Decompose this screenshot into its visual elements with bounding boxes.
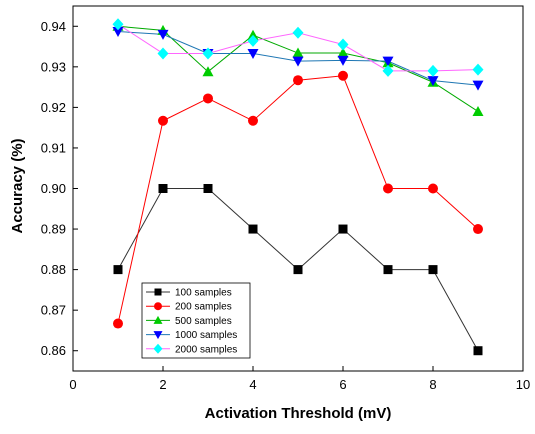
data-point — [113, 265, 123, 275]
data-point — [203, 93, 213, 104]
data-point — [428, 265, 438, 275]
data-point — [113, 318, 123, 329]
y-tick-label: 0.90 — [41, 181, 66, 196]
y-tick-label: 0.86 — [41, 343, 66, 358]
data-point — [383, 265, 393, 275]
data-point — [158, 184, 168, 193]
y-tick-label: 0.94 — [41, 19, 66, 34]
data-point — [157, 47, 169, 60]
series-markers — [112, 18, 484, 356]
legend-marker — [153, 343, 163, 354]
x-tick-label: 6 — [339, 377, 346, 392]
y-tick-label: 0.87 — [41, 303, 66, 318]
data-point — [472, 105, 484, 116]
x-tick-label: 0 — [69, 377, 76, 392]
data-point — [202, 47, 214, 60]
axis-ticks: 0 2 4 6 8 10 0.86 0.87 0.88 0.89 0.90 0.91 0.92 0.93 0… — [41, 19, 531, 392]
legend-label: 500 samples — [175, 316, 232, 327]
data-point — [112, 27, 124, 38]
data-point — [293, 265, 303, 275]
data-point — [292, 47, 304, 58]
y-tick-label: 0.93 — [41, 59, 66, 74]
legend-marker — [154, 288, 162, 296]
data-point — [248, 224, 258, 234]
data-point — [472, 80, 484, 91]
data-point — [293, 75, 303, 86]
x-tick-label: 10 — [516, 377, 530, 392]
legend: 100 samples 200 samples 500 samples 1000 sa… — [141, 282, 251, 359]
y-tick-label: 0.89 — [41, 222, 66, 237]
data-point — [382, 64, 394, 77]
y-axis-title: Accuracy (%) — [9, 138, 26, 233]
data-point — [338, 70, 348, 81]
series-line — [117, 25, 479, 112]
y-tick-label: 0.91 — [41, 140, 66, 155]
data-point — [337, 47, 349, 58]
data-point — [472, 63, 484, 76]
data-point — [382, 56, 394, 67]
data-point — [158, 115, 168, 126]
x-tick-label: 8 — [429, 377, 436, 392]
data-point — [157, 29, 169, 40]
y-tick-label: 0.92 — [41, 100, 66, 115]
x-tick-label: 2 — [159, 377, 166, 392]
data-point — [247, 34, 259, 47]
x-tick-label: 4 — [249, 377, 256, 392]
data-point — [112, 18, 124, 31]
data-point — [292, 56, 304, 67]
legend-marker — [153, 331, 163, 340]
y-tick-label: 0.88 — [41, 262, 66, 277]
legend-label: 1000 samples — [175, 330, 237, 341]
data-point — [337, 55, 349, 66]
data-point — [247, 48, 259, 59]
x-axis-title: Activation Threshold (mV) — [205, 405, 392, 422]
data-point — [427, 76, 439, 87]
legend-marker — [153, 315, 163, 324]
data-point — [473, 224, 483, 235]
data-point — [203, 184, 213, 193]
legend-label: 200 samples — [175, 302, 232, 313]
data-point — [247, 29, 259, 40]
legend-marker — [154, 302, 162, 311]
data-point — [383, 183, 393, 194]
data-point — [473, 346, 483, 356]
legend-label: 100 samples — [175, 288, 232, 299]
data-point — [337, 38, 349, 51]
data-point — [427, 64, 439, 77]
data-point — [202, 66, 214, 77]
data-point — [248, 115, 258, 126]
data-point — [292, 26, 304, 39]
data-point — [338, 224, 348, 234]
legend-label: 2000 samples — [175, 344, 237, 355]
data-point — [428, 183, 438, 194]
